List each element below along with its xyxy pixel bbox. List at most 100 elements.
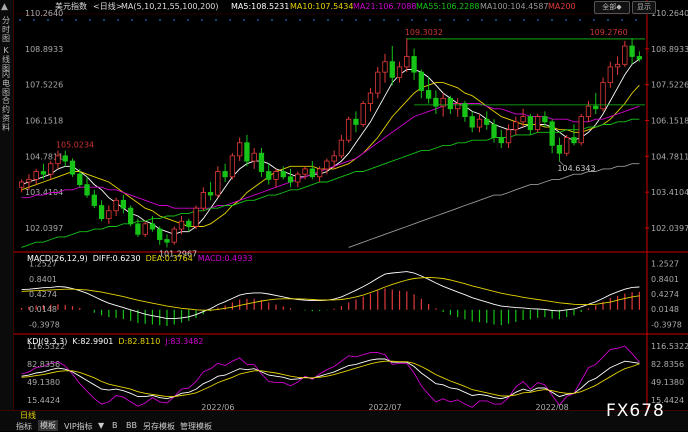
x-axis-date-label: 2022/06 xyxy=(201,403,234,410)
candle-body xyxy=(462,103,468,118)
macd-axis-label-left: -0.3978 xyxy=(29,320,60,329)
candle-body xyxy=(77,173,83,186)
side-tab-kline[interactable]: K线图 xyxy=(2,46,10,73)
grid-dot xyxy=(243,19,245,21)
candle-body xyxy=(280,171,286,178)
candle-body xyxy=(98,205,105,220)
candle-body xyxy=(447,97,454,110)
grid-dot xyxy=(467,19,469,21)
candle-body xyxy=(527,116,534,131)
price-axis-label-left: 110.2640 xyxy=(25,9,63,18)
k-line xyxy=(21,358,640,400)
candle-body xyxy=(33,171,39,180)
candle-body xyxy=(520,116,526,123)
candle-body xyxy=(91,194,97,206)
tab-template[interactable]: 模板 xyxy=(38,420,58,431)
annotation-high-aug: 109.2760 xyxy=(590,28,628,37)
candle-body xyxy=(411,56,417,73)
macd-legend: MACD(26,12,9) DIFF:0.6230 DEA:0.3764 MACD:0… xyxy=(27,254,257,263)
grid-dot xyxy=(173,19,175,21)
candle-body xyxy=(534,116,541,131)
side-tab-timeshare[interactable]: 分时图 xyxy=(2,16,10,43)
ma55-value: MA55:106.2288 xyxy=(416,2,480,11)
grid-dot xyxy=(411,19,413,21)
dropdown-icon[interactable]: ▼ xyxy=(98,421,105,430)
bottom-toolbar: 日线 指标 模板 VIP指标 ▼ B BB 另存模板 管理模板 xyxy=(0,410,688,431)
candle-body xyxy=(433,97,439,107)
candle-body xyxy=(48,163,54,175)
grid-dot xyxy=(159,19,161,21)
annotation-high-july: 109.3032 xyxy=(405,28,443,37)
ma100-value: MA100:104.4587 xyxy=(480,2,549,11)
price-axis-label-right: 104.7811 xyxy=(651,152,688,161)
macd-axis-label-right: 0.0148 xyxy=(651,305,679,314)
tab-vip-indicator[interactable]: VIP指标 xyxy=(64,422,93,431)
macd-value: MACD:0.4933 xyxy=(197,254,253,263)
annotation-aug-low: 104.6343 xyxy=(557,164,595,173)
grid-dot xyxy=(425,19,427,21)
kdj-axis-label-right: 82.8356 xyxy=(651,360,684,369)
tab-indicator[interactable]: 指标 xyxy=(16,422,32,431)
save-template-button[interactable]: 另存模板 xyxy=(143,422,175,431)
candle-body xyxy=(607,66,613,84)
candle-body xyxy=(295,173,301,183)
candle-body xyxy=(324,160,330,170)
grid-dot xyxy=(201,19,203,21)
candle-body xyxy=(505,129,512,144)
collapse-icon[interactable]: ▲ xyxy=(1,2,8,12)
macd-params: MACD(26,12,9) xyxy=(27,254,88,263)
grid-dot xyxy=(509,19,511,21)
candle-body xyxy=(193,207,199,227)
grid-dot xyxy=(229,19,231,21)
candle-body xyxy=(207,192,214,196)
candle-body xyxy=(360,103,366,125)
tab-bb[interactable]: BB xyxy=(126,421,137,430)
candle-body xyxy=(404,56,410,68)
price-axis-label-right: 103.4104 xyxy=(651,188,688,197)
grid-dot xyxy=(327,19,329,21)
side-tab-contract[interactable]: 合约资料 xyxy=(2,96,10,132)
grid-dot xyxy=(257,19,259,21)
j-value: J:83.3482 xyxy=(165,337,204,346)
candle-body xyxy=(149,223,156,230)
candle-body xyxy=(476,118,483,128)
manage-template-button[interactable]: 管理模板 xyxy=(180,422,212,431)
x-axis-date-label: 2022/07 xyxy=(368,403,401,410)
ma200-value: MA200 xyxy=(548,2,576,11)
candle-body xyxy=(418,71,424,91)
candle-body xyxy=(309,168,315,178)
candle-body xyxy=(600,82,606,110)
price-axis-label-left: 107.5226 xyxy=(25,81,63,90)
kdj-axis-label-left: 116.5322 xyxy=(27,342,65,351)
price-axis-label-right: 107.5226 xyxy=(651,81,688,90)
candle-body xyxy=(40,171,47,175)
period-tab[interactable]: 日线 xyxy=(20,411,36,420)
grid-dot xyxy=(551,19,553,21)
kdj-axis-label-left: 49.1380 xyxy=(27,378,60,387)
price-axis-label-left: 102.0397 xyxy=(25,224,63,233)
macd-axis-label-left: 0.4274 xyxy=(29,290,57,299)
scope-dropdown[interactable]: 全部◆ xyxy=(594,1,630,14)
candle-body xyxy=(484,118,490,125)
chart-canvas[interactable]: 102.0397 102.0397 103.4104 103.4104 104.7811… xyxy=(0,0,688,410)
candle-body xyxy=(498,137,504,144)
side-tab-lightning[interactable]: 闪电图 xyxy=(2,70,10,97)
grid-dot xyxy=(117,19,119,21)
indicator-header: 美元指数 <日线> MA(5,10,21,55,100,200) MA5:108… xyxy=(13,0,688,14)
display-button[interactable]: 显示 xyxy=(632,1,656,14)
fx678-logo: FX678 xyxy=(606,401,665,421)
candle-body xyxy=(353,118,359,125)
grid-dot xyxy=(523,19,525,21)
tab-b[interactable]: B xyxy=(112,421,118,430)
grid-dot xyxy=(439,19,441,21)
grid-dot xyxy=(131,19,133,21)
annotation-june-low: 101.2967 xyxy=(159,249,197,258)
candle-body xyxy=(287,176,294,183)
grid-dot xyxy=(215,19,217,21)
macd-axis-label-right: -0.3978 xyxy=(651,320,682,329)
side-tab-bar: ▲ 分时图 K线图 闪电图 合约资料 xyxy=(0,0,14,410)
candle-body xyxy=(237,142,243,157)
d-value: D:82.8110 xyxy=(118,337,161,346)
candle-body xyxy=(425,90,432,99)
dea-value: DEA:0.3764 xyxy=(145,254,193,263)
